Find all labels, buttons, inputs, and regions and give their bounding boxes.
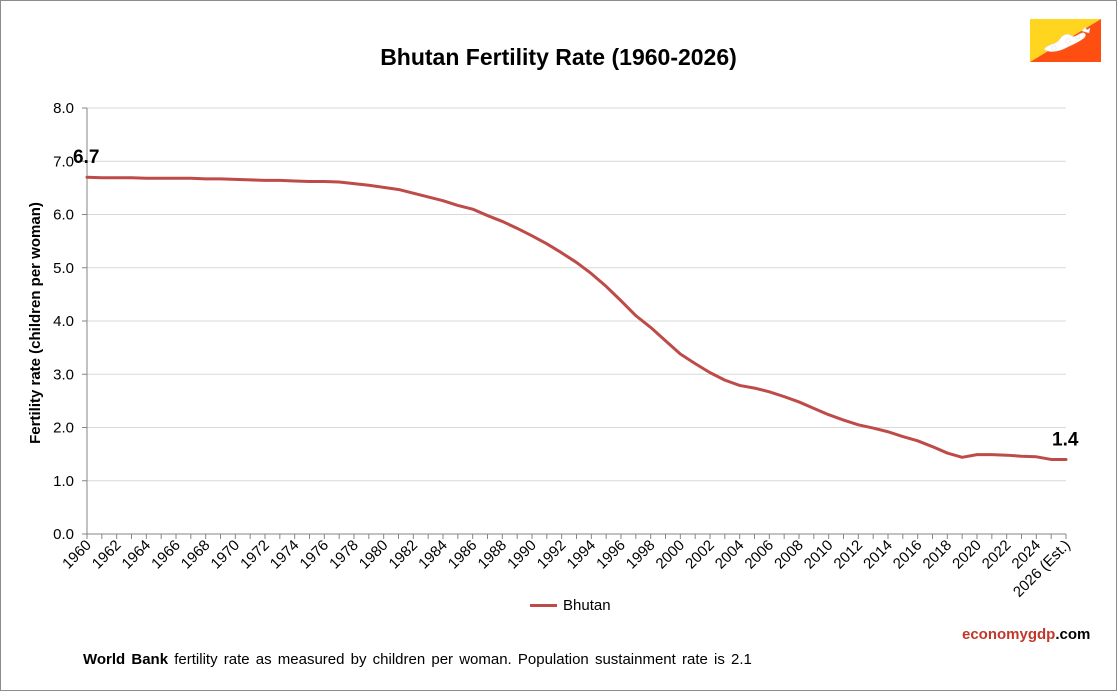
axes [82,107,1067,539]
data-label-annotation: 1.4 [1052,429,1079,450]
x-tick-label: 1990 [504,537,540,573]
x-tick-label: 2004 [712,537,748,573]
x-tick-label: 1984 [415,537,451,573]
y-tick-label: 0.0 [53,526,74,543]
x-tick-label: 2020 [949,537,985,573]
flag-dragon [1043,26,1091,52]
y-tick-label: 3.0 [53,366,74,383]
legend-label-bhutan: Bhutan [563,597,611,614]
y-tick-label: 5.0 [53,260,74,277]
chart-legend: Bhutan [530,597,611,614]
x-tick-label: 1980 [356,537,392,573]
x-tick-label: 2002 [682,537,718,573]
x-tick-label: 1976 [297,537,333,573]
y-tick-labels: 0.0 1.0 2.0 3.0 4.0 5.0 6.0 7.0 8.0 [53,100,74,543]
y-tick-label: 8.0 [53,100,74,117]
footnote: World Bank fertility rate as measured by… [83,651,752,668]
brand-part-economy: economy [962,626,1028,643]
x-tick-label: 1972 [237,537,273,573]
brand-part-gdp: gdp [1027,626,1056,643]
x-tick-label: 2012 [831,537,867,573]
x-tick-label: 1970 [208,537,244,573]
x-tick-label: 1978 [326,537,362,573]
x-tick-label: 1962 [89,537,125,573]
y-axis-label: Fertility rate (children per woman) [27,202,44,444]
series-lines [85,175,1068,461]
chart-title: Bhutan Fertility Rate (1960-2026) [380,44,737,70]
y-tick-label: 1.0 [53,473,74,490]
x-tick-label: 1994 [564,537,600,573]
footnote-text: fertility rate as measured by children p… [168,651,752,668]
gridlines [87,107,1066,482]
x-tick-label: 1986 [445,537,481,573]
series-line-bhutan [85,175,1068,461]
x-tick-label: 1998 [623,537,659,573]
y-tick-label: 6.0 [53,207,74,224]
bhutan-flag-icon [1030,19,1101,62]
x-tick-label: 1974 [267,537,303,573]
y-tick-label: 7.0 [53,153,74,170]
x-tick-label: 1992 [534,537,570,573]
x-tick-label: 1964 [119,537,155,573]
brand-part-com: .com [1055,626,1091,643]
x-tick-label: 1996 [593,537,629,573]
x-tick-label: 1988 [475,537,511,573]
x-tick-label: 2010 [801,537,837,573]
x-tick-label: 1968 [178,537,214,573]
x-tick-labels: 1960196219641966196819701972197419761978… [59,537,1074,601]
x-tick-label: 2018 [920,537,956,573]
x-tick-label: 2014 [860,537,896,573]
x-tick-label: 2008 [771,537,807,573]
x-tick-label: 2000 [653,537,689,573]
x-tick-label: 1982 [386,537,422,573]
y-tick-label: 2.0 [53,420,74,437]
x-tick-label: 1966 [148,537,184,573]
legend-swatch-bhutan [530,604,557,607]
x-tick-label: 2022 [979,537,1015,573]
footnote-source: World Bank [83,651,169,668]
data-label-annotation: 6.7 [73,147,99,168]
brand-logo: economygdp.com [962,626,1090,643]
x-tick-label: 2006 [742,537,778,573]
annotations: 6.7 1.4 [73,147,1079,450]
y-tick-label: 4.0 [53,313,74,330]
x-tick-label: 2016 [890,537,926,573]
